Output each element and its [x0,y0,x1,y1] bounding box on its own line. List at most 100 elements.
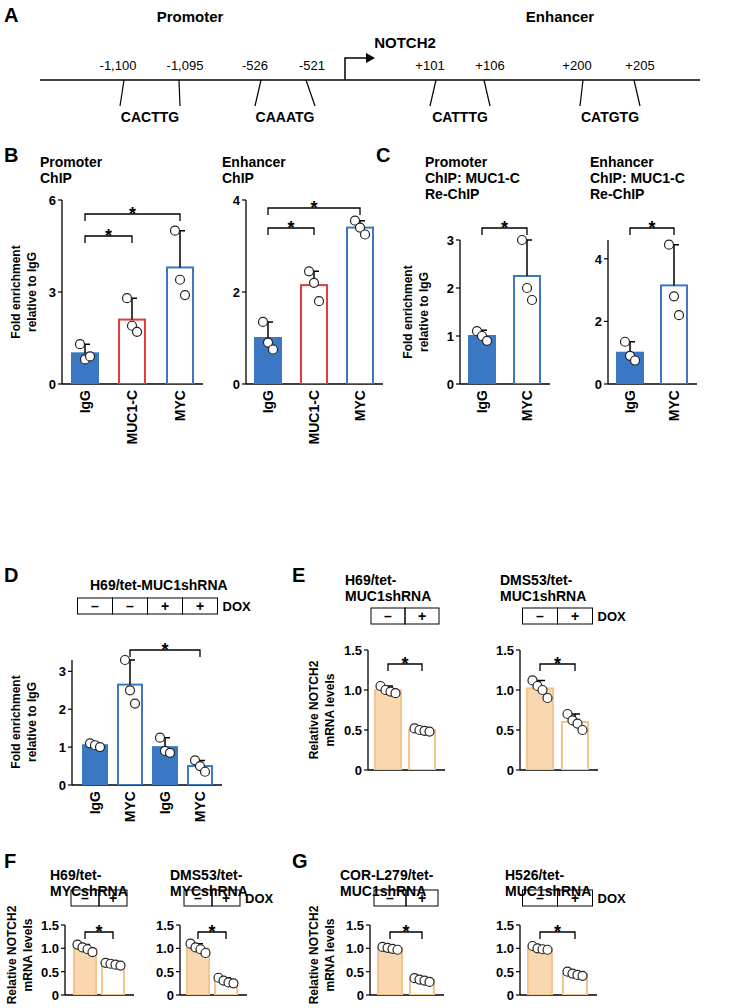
x-tick-label: MYC [666,390,682,421]
treatment-box [405,608,439,624]
y-tick [68,747,72,748]
bar [167,267,193,384]
panel-label: E [292,564,305,586]
chart-title: ChIP: MUC1-C [425,170,520,186]
chart-title: MUC1shRNA [340,883,426,899]
data-point [310,278,319,287]
site-connector [120,80,124,106]
y-axis [459,240,460,384]
treatment-box [71,890,99,906]
bar [301,285,327,384]
tss-arrow [345,58,366,80]
chart-title: ChIP [40,170,72,186]
y-tick [366,971,370,972]
y-tick [176,971,180,972]
treatment-box [78,598,113,614]
chart-title: H526/tet- [505,867,564,883]
data-point [121,656,130,665]
chart-title: H69/tet- [345,572,397,588]
y-tick-label: 0.5 [41,965,59,980]
tss-arrowhead [366,53,375,63]
significance-label: * [402,922,409,942]
panel-label: A [4,4,18,26]
panel-label: C [376,144,390,166]
y-tick [58,291,62,292]
bar-chart: PromoterChIPFold enrichmentrelative to I… [9,154,203,444]
y-tick [242,291,246,292]
data-point [166,748,175,757]
y-tick-label: 1.5 [344,643,362,658]
bar [378,948,402,995]
chart-title: H69/tet-MUC1shRNA [90,577,228,593]
panel-label: F [4,850,16,872]
x-tick-label: IgG [474,390,490,413]
data-point [483,336,492,345]
plot-area [186,939,238,995]
treatment-label: DOX [223,599,252,614]
chart-title: MUC1shRNA [345,588,431,604]
y-tick [68,671,72,672]
bar [187,948,209,995]
y-tick-label: 1.0 [156,941,174,956]
y-axis-label: mRNA levels [21,918,35,991]
y-tick [516,689,520,690]
bar [74,948,96,995]
significance-label: * [554,922,561,942]
y-tick-label: 2 [233,285,240,300]
treatment-box [374,890,406,906]
bar-chart: H69/tet-MUC1shRNARelative NOTCH2mRNA lev… [307,572,445,778]
chart-title: Promoter [40,154,103,170]
y-tick [364,649,368,650]
y-tick-label: 0 [507,763,514,778]
treatment-box [558,890,593,906]
data-point [518,236,527,245]
treatment-sign: + [161,598,169,614]
y-axis-label: Relative NOTCH2 [307,660,321,759]
data-point [123,294,132,303]
y-tick-label: 0 [167,988,174,1003]
treatment-box [406,890,438,906]
panel-label: D [4,564,18,586]
y-axis-label: Fold enrichment [401,265,415,358]
x-tick-label: MYC [192,791,208,822]
data-point [528,296,537,305]
y-tick-label: 0 [59,778,66,793]
y-tick-label: 6 [49,193,56,208]
x-tick-label: MYC [172,390,188,421]
chart-title: Enhancer [590,154,654,170]
x-tick-label: IgG [77,390,93,413]
treatment-sign: – [536,608,544,624]
significance-label: * [95,922,102,942]
bar-chart: COR-L279/tet-MUC1shRNARelative NOTCH2mRN… [307,867,444,1004]
data-point [131,699,140,708]
y-tick-label: 0.5 [156,965,174,980]
treatment-box [184,890,212,906]
x-tick-label: IgG [260,390,276,413]
site-connector [634,80,640,106]
data-point [86,352,95,361]
site-start: +101 [415,58,444,73]
y-axis [71,660,72,785]
bar-chart: EnhancerChIP024IgGMUC1-CMYC** [222,154,383,444]
bar-chart: H69/tet-MUC1shRNAFold enrichmentrelative… [9,577,251,822]
bar [514,276,540,384]
y-tick-label: 0 [52,988,59,1003]
bar-chart: DMS53/tet-MYCshRNA–+DOX00.51.01.5* [156,867,274,1003]
treatment-box [371,608,405,624]
data-point [578,971,587,980]
y-tick-label: 1.5 [496,643,514,658]
y-tick-label: 1.0 [496,683,514,698]
treatment-sign: + [109,890,117,906]
y-axis [64,925,65,995]
data-point [425,977,434,986]
y-tick [364,689,368,690]
significance-label: * [554,654,561,674]
treatment-box [148,598,183,614]
x-tick-label: IgG [622,390,638,413]
y-tick-label: 1.5 [156,918,174,933]
gene-label: NOTCH2 [374,34,436,51]
y-tick [364,729,368,730]
bar-chart: H526/tet-MUC1shRNA–+DOX00.51.01.5* [496,867,626,1003]
site-sequence: CACTTG [121,109,179,125]
bar-chart: PromoterChIP: MUC1-CRe-ChIPFold enrichme… [401,154,550,421]
